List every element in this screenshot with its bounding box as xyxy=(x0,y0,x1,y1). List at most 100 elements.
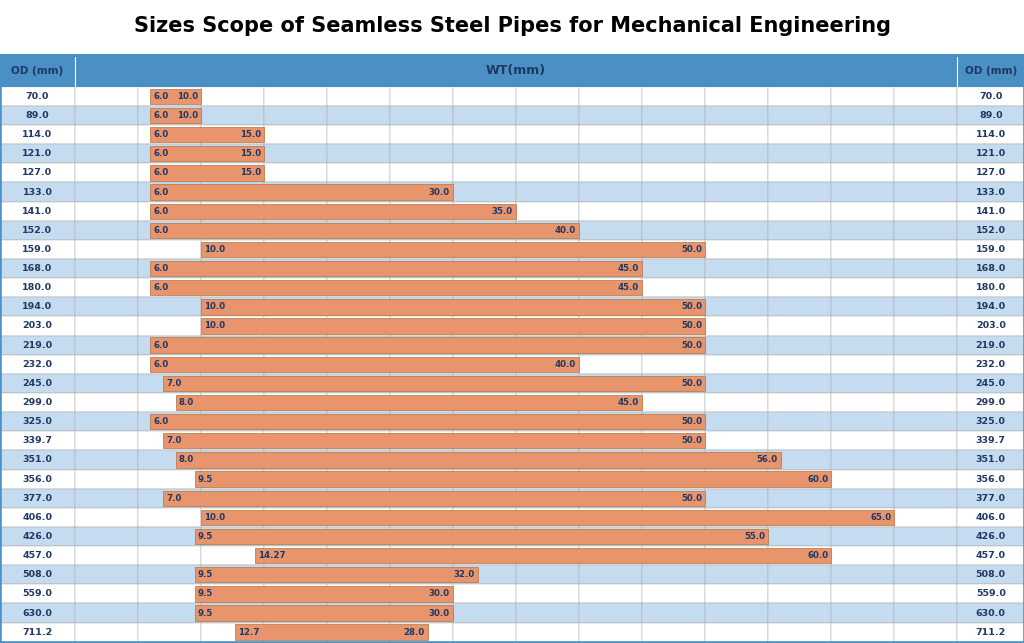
Text: 56.0: 56.0 xyxy=(757,455,778,464)
Bar xyxy=(706,259,768,278)
Text: 6.0: 6.0 xyxy=(154,188,169,197)
Text: 40.0: 40.0 xyxy=(555,360,577,368)
Bar xyxy=(75,221,138,240)
Bar xyxy=(264,431,327,450)
Bar xyxy=(138,393,201,412)
Bar xyxy=(580,527,642,546)
Text: 6.0: 6.0 xyxy=(154,283,169,292)
Bar xyxy=(831,508,894,527)
Bar xyxy=(75,336,138,355)
Bar xyxy=(957,87,1024,106)
Bar xyxy=(390,163,453,183)
Bar xyxy=(768,144,831,163)
Bar xyxy=(706,355,768,374)
Bar xyxy=(642,202,706,221)
Bar xyxy=(138,431,201,450)
Bar xyxy=(0,412,75,431)
Text: 299.0: 299.0 xyxy=(976,398,1006,407)
Bar xyxy=(138,584,201,603)
Text: 245.0: 245.0 xyxy=(976,379,1006,388)
Bar xyxy=(706,584,768,603)
Text: 6.0: 6.0 xyxy=(154,264,169,273)
Bar xyxy=(0,144,75,163)
Bar xyxy=(264,259,327,278)
Text: WT(mm): WT(mm) xyxy=(486,64,546,77)
Bar xyxy=(642,125,706,144)
Bar xyxy=(706,144,768,163)
Bar xyxy=(957,431,1024,450)
Text: 50.0: 50.0 xyxy=(681,302,702,311)
Bar xyxy=(894,527,957,546)
Bar xyxy=(894,469,957,489)
Bar xyxy=(390,259,453,278)
Bar xyxy=(390,565,453,584)
Bar xyxy=(642,355,706,374)
Bar xyxy=(642,240,706,259)
Text: 121.0: 121.0 xyxy=(976,149,1006,158)
Bar xyxy=(706,163,768,183)
Bar xyxy=(138,297,201,316)
Bar xyxy=(768,450,831,469)
Bar xyxy=(831,469,894,489)
Bar xyxy=(453,125,516,144)
Bar xyxy=(390,489,453,508)
Bar xyxy=(580,221,642,240)
Bar xyxy=(831,374,894,393)
Bar xyxy=(768,603,831,622)
Bar xyxy=(264,106,327,125)
Bar xyxy=(0,259,75,278)
Bar xyxy=(327,183,390,202)
Bar xyxy=(264,489,327,508)
Text: 339.7: 339.7 xyxy=(976,437,1006,446)
Bar xyxy=(453,508,516,527)
Bar xyxy=(75,278,138,297)
Bar xyxy=(580,469,642,489)
Text: 6.0: 6.0 xyxy=(154,341,169,350)
Bar xyxy=(957,278,1024,297)
Text: 30.0: 30.0 xyxy=(429,188,450,197)
Text: 351.0: 351.0 xyxy=(976,455,1006,464)
Text: 50.0: 50.0 xyxy=(681,379,702,388)
Bar xyxy=(453,393,516,412)
Text: 45.0: 45.0 xyxy=(617,398,639,407)
Bar xyxy=(894,546,957,565)
Bar xyxy=(195,605,453,620)
Bar xyxy=(138,622,201,642)
Bar xyxy=(706,106,768,125)
Bar xyxy=(580,106,642,125)
Bar xyxy=(580,508,642,527)
Bar xyxy=(706,316,768,336)
Bar xyxy=(768,393,831,412)
Bar xyxy=(642,278,706,297)
Bar xyxy=(706,202,768,221)
Text: 50.0: 50.0 xyxy=(681,437,702,446)
Bar xyxy=(327,508,390,527)
Bar xyxy=(264,240,327,259)
Bar xyxy=(264,622,327,642)
Bar xyxy=(642,106,706,125)
Bar xyxy=(894,431,957,450)
Text: 10.0: 10.0 xyxy=(177,111,198,120)
Bar xyxy=(642,489,706,508)
Bar xyxy=(264,202,327,221)
Bar xyxy=(201,450,264,469)
Bar xyxy=(327,240,390,259)
Bar xyxy=(768,508,831,527)
Bar xyxy=(957,106,1024,125)
Bar xyxy=(894,163,957,183)
Bar xyxy=(894,412,957,431)
Bar xyxy=(580,259,642,278)
Bar xyxy=(327,565,390,584)
Text: 10.0: 10.0 xyxy=(204,302,225,311)
Bar xyxy=(453,374,516,393)
Bar xyxy=(195,471,831,487)
Text: 50.0: 50.0 xyxy=(681,245,702,254)
Text: 9.5: 9.5 xyxy=(198,532,213,541)
Bar xyxy=(264,297,327,316)
Bar xyxy=(138,202,201,221)
Bar xyxy=(201,183,264,202)
Bar xyxy=(894,584,957,603)
Text: 194.0: 194.0 xyxy=(976,302,1006,311)
Bar xyxy=(453,469,516,489)
Bar xyxy=(327,163,390,183)
